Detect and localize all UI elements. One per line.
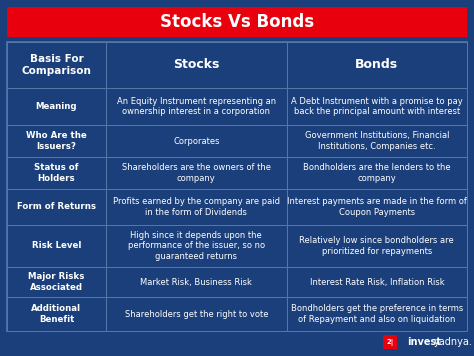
Text: Shareholders are the owners of the
company: Shareholders are the owners of the compa… — [122, 163, 271, 183]
Text: Relatively low since bondholders are
prioritized for repayments: Relatively low since bondholders are pri… — [300, 236, 454, 256]
Text: Profits earned by the company are paid
in the form of Dividends: Profits earned by the company are paid i… — [113, 197, 280, 217]
Bar — [106, 157, 287, 189]
Bar — [287, 267, 467, 297]
Text: Basis For
Comparison: Basis For Comparison — [21, 54, 91, 76]
Bar — [106, 297, 287, 331]
Bar — [106, 189, 287, 225]
Bar — [7, 189, 106, 225]
Bar — [287, 297, 467, 331]
Bar — [287, 225, 467, 267]
Text: Government Institutions, Financial
Institutions, Companies etc.: Government Institutions, Financial Insti… — [305, 131, 449, 151]
Bar — [287, 42, 467, 88]
Bar — [106, 42, 287, 88]
Bar — [7, 42, 106, 88]
Bar — [383, 335, 397, 349]
Text: Stocks: Stocks — [173, 58, 219, 72]
Text: Status of
Holders: Status of Holders — [34, 163, 79, 183]
Text: Additional
Benefit: Additional Benefit — [31, 304, 82, 324]
Text: Corporates: Corporates — [173, 137, 219, 146]
Bar — [7, 42, 467, 331]
Text: A Debt Instrument with a promise to pay
back the principal amount with interest: A Debt Instrument with a promise to pay … — [291, 97, 463, 116]
Bar — [287, 157, 467, 189]
Text: Meaning: Meaning — [36, 102, 77, 111]
Text: Interest Rate Risk, Inflation Risk: Interest Rate Risk, Inflation Risk — [310, 278, 444, 287]
Text: Major Risks
Associated: Major Risks Associated — [28, 272, 85, 292]
Text: 2|: 2| — [386, 339, 393, 346]
Bar — [7, 125, 106, 157]
Bar — [7, 157, 106, 189]
Text: Form of Returns: Form of Returns — [17, 202, 96, 211]
Text: Risk Level: Risk Level — [32, 241, 81, 250]
Bar — [106, 267, 287, 297]
Bar — [7, 225, 106, 267]
Text: Market Risk, Business Risk: Market Risk, Business Risk — [140, 278, 252, 287]
Bar — [106, 225, 287, 267]
Text: Who Are the
Issuers?: Who Are the Issuers? — [26, 131, 87, 151]
Bar — [287, 125, 467, 157]
Text: yadnya.: yadnya. — [434, 337, 473, 347]
Text: Interest payments are made in the form of
Coupon Payments: Interest payments are made in the form o… — [287, 197, 467, 217]
Bar — [106, 125, 287, 157]
Bar — [106, 88, 287, 125]
Bar — [7, 267, 106, 297]
Text: Bondholders get the preference in terms
of Repayment and also on liquidation: Bondholders get the preference in terms … — [291, 304, 463, 324]
Bar — [287, 88, 467, 125]
Bar — [7, 297, 106, 331]
Bar — [287, 189, 467, 225]
Text: An Equity Instrument representing an
ownership interest in a corporation: An Equity Instrument representing an own… — [117, 97, 276, 116]
Text: Stocks Vs Bonds: Stocks Vs Bonds — [160, 13, 314, 31]
Bar — [7, 88, 106, 125]
Text: Bondholders are the lenders to the
company: Bondholders are the lenders to the compa… — [303, 163, 451, 183]
Text: Shareholders get the right to vote: Shareholders get the right to vote — [125, 310, 268, 319]
Text: High since it depends upon the
performance of the issuer, so no
guaranteed retur: High since it depends upon the performan… — [128, 231, 265, 261]
Text: invest: invest — [407, 337, 441, 347]
Text: Bonds: Bonds — [356, 58, 399, 72]
Bar — [7, 7, 467, 37]
